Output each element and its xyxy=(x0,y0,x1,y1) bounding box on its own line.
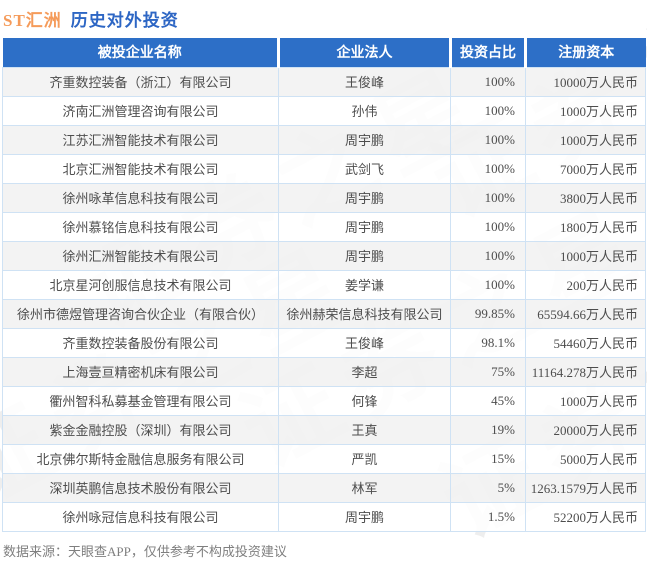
table-row: 济南汇洲管理咨询有限公司 孙伟 100% 1000万人民币 xyxy=(2,95,646,126)
page-title: ST汇洲 历史对外投资 xyxy=(3,6,179,31)
investment-ratio-cell: 100% xyxy=(450,66,526,97)
company-name-cell: 徐州慕铭信息科技有限公司 xyxy=(2,211,279,242)
investment-ratio-cell: 5% xyxy=(450,472,526,503)
company-name-cell: 江苏汇洲智能技术有限公司 xyxy=(2,124,279,155)
table-row: 北京星河创服信息技术有限公司 姜学谦 100% 200万人民币 xyxy=(2,269,646,300)
legal-person-cell: 何锋 xyxy=(278,385,451,416)
report-name: 历史对外投资 xyxy=(70,11,179,30)
investment-ratio-cell: 1.5% xyxy=(450,501,526,532)
table-row: 徐州汇洲智能技术有限公司 周宇鹏 100% 1000万人民币 xyxy=(2,240,646,271)
table-header: 被投企业名称 企业法人 投资占比 注册资本 xyxy=(2,38,646,67)
registered-capital-cell: 200万人民币 xyxy=(525,269,646,300)
registered-capital-cell: 52200万人民币 xyxy=(525,501,646,532)
registered-capital-cell: 11164.278万人民币 xyxy=(525,356,646,387)
table-row: 徐州市德煜管理咨询合伙企业（有限合伙） 徐州赫荣信息科技有限公司 99.85% 655… xyxy=(2,298,646,329)
header-company-name: 被投企业名称 xyxy=(2,38,280,67)
investment-ratio-cell: 100% xyxy=(450,182,526,213)
investment-ratio-cell: 100% xyxy=(450,269,526,300)
table-row: 北京佛尔斯特金融信息服务有限公司 严凯 15% 5000万人民币 xyxy=(2,443,646,474)
company-name-cell: 衢州智科私募基金管理有限公司 xyxy=(2,385,279,416)
legal-person-cell: 严凯 xyxy=(278,443,451,474)
registered-capital-cell: 54460万人民币 xyxy=(525,327,646,358)
investment-table: 被投企业名称 企业法人 投资占比 注册资本 齐重数控装备（浙江）有限公司 王俊峰 1… xyxy=(2,38,646,532)
header-legal-person: 企业法人 xyxy=(278,38,452,67)
investment-ratio-cell: 75% xyxy=(450,356,526,387)
legal-person-cell: 周宇鹏 xyxy=(278,501,451,532)
legal-person-cell: 姜学谦 xyxy=(278,269,451,300)
company-name-cell: 北京汇洲智能技术有限公司 xyxy=(2,153,279,184)
registered-capital-cell: 1263.1579万人民币 xyxy=(525,472,646,503)
header-registered-capital: 注册资本 xyxy=(525,38,646,67)
investment-ratio-cell: 100% xyxy=(450,124,526,155)
registered-capital-cell: 1000万人民币 xyxy=(525,240,646,271)
investment-ratio-cell: 45% xyxy=(450,385,526,416)
legal-person-cell: 徐州赫荣信息科技有限公司 xyxy=(278,298,451,329)
legal-person-cell: 王俊峰 xyxy=(278,327,451,358)
registered-capital-cell: 3800万人民币 xyxy=(525,182,646,213)
table-row: 齐重数控装备股份有限公司 王俊峰 98.1% 54460万人民币 xyxy=(2,327,646,358)
investment-ratio-cell: 100% xyxy=(450,153,526,184)
company-name-cell: 徐州咏冠信息科技有限公司 xyxy=(2,501,279,532)
registered-capital-cell: 20000万人民币 xyxy=(525,414,646,445)
investment-ratio-cell: 98.1% xyxy=(450,327,526,358)
legal-person-cell: 孙伟 xyxy=(278,95,451,126)
company-name-cell: 深圳英鹏信息技术股份有限公司 xyxy=(2,472,279,503)
header-row: 被投企业名称 企业法人 投资占比 注册资本 xyxy=(2,38,646,67)
legal-person-cell: 周宇鹏 xyxy=(278,182,451,213)
table-row: 徐州咏革信息科技有限公司 周宇鹏 100% 3800万人民币 xyxy=(2,182,646,213)
company-name-cell: 齐重数控装备股份有限公司 xyxy=(2,327,279,358)
company-name-cell: 徐州市德煜管理咨询合伙企业（有限合伙） xyxy=(2,298,279,329)
legal-person-cell: 李超 xyxy=(278,356,451,387)
company-name-cell: 北京星河创服信息技术有限公司 xyxy=(2,269,279,300)
investment-ratio-cell: 100% xyxy=(450,240,526,271)
company-name-cell: 紫金金融控股（深圳）有限公司 xyxy=(2,414,279,445)
table-row: 江苏汇洲智能技术有限公司 周宇鹏 100% 1000万人民币 xyxy=(2,124,646,155)
table-row: 徐州慕铭信息科技有限公司 周宇鹏 100% 1800万人民币 xyxy=(2,211,646,242)
registered-capital-cell: 65594.66万人民币 xyxy=(525,298,646,329)
legal-person-cell: 王真 xyxy=(278,414,451,445)
stock-name: ST汇洲 xyxy=(3,11,62,30)
company-name-cell: 上海壹亘精密机床有限公司 xyxy=(2,356,279,387)
investment-ratio-cell: 15% xyxy=(450,443,526,474)
table-row: 齐重数控装备（浙江）有限公司 王俊峰 100% 10000万人民币 xyxy=(2,66,646,97)
table-body: 齐重数控装备（浙江）有限公司 王俊峰 100% 10000万人民币 济南汇洲管理咨询有限… xyxy=(2,66,646,532)
company-name-cell: 北京佛尔斯特金融信息服务有限公司 xyxy=(2,443,279,474)
legal-person-cell: 王俊峰 xyxy=(278,66,451,97)
table-row: 紫金金融控股（深圳）有限公司 王真 19% 20000万人民币 xyxy=(2,414,646,445)
legal-person-cell: 周宇鹏 xyxy=(278,240,451,271)
registered-capital-cell: 1800万人民币 xyxy=(525,211,646,242)
registered-capital-cell: 1000万人民币 xyxy=(525,95,646,126)
investment-ratio-cell: 100% xyxy=(450,95,526,126)
company-name-cell: 济南汇洲管理咨询有限公司 xyxy=(2,95,279,126)
company-name-cell: 齐重数控装备（浙江）有限公司 xyxy=(2,66,279,97)
registered-capital-cell: 10000万人民币 xyxy=(525,66,646,97)
data-source-note: 数据来源：天眼查APP，仅供参考不构成投资建议 xyxy=(3,544,287,559)
legal-person-cell: 周宇鹏 xyxy=(278,211,451,242)
header-investment-ratio: 投资占比 xyxy=(450,38,527,67)
table-row: 徐州咏冠信息科技有限公司 周宇鹏 1.5% 52200万人民币 xyxy=(2,501,646,532)
registered-capital-cell: 1000万人民币 xyxy=(525,385,646,416)
registered-capital-cell: 1000万人民币 xyxy=(525,124,646,155)
company-name-cell: 徐州咏革信息科技有限公司 xyxy=(2,182,279,213)
registered-capital-cell: 7000万人民币 xyxy=(525,153,646,184)
investment-ratio-cell: 100% xyxy=(450,211,526,242)
legal-person-cell: 武剑飞 xyxy=(278,153,451,184)
legal-person-cell: 林军 xyxy=(278,472,451,503)
investment-ratio-cell: 99.85% xyxy=(450,298,526,329)
table-row: 上海壹亘精密机床有限公司 李超 75% 11164.278万人民币 xyxy=(2,356,646,387)
company-name-cell: 徐州汇洲智能技术有限公司 xyxy=(2,240,279,271)
table-row: 北京汇洲智能技术有限公司 武剑飞 100% 7000万人民币 xyxy=(2,153,646,184)
table-row: 深圳英鹏信息技术股份有限公司 林军 5% 1263.1579万人民币 xyxy=(2,472,646,503)
investment-ratio-cell: 19% xyxy=(450,414,526,445)
legal-person-cell: 周宇鹏 xyxy=(278,124,451,155)
registered-capital-cell: 5000万人民币 xyxy=(525,443,646,474)
table-row: 衢州智科私募基金管理有限公司 何锋 45% 1000万人民币 xyxy=(2,385,646,416)
